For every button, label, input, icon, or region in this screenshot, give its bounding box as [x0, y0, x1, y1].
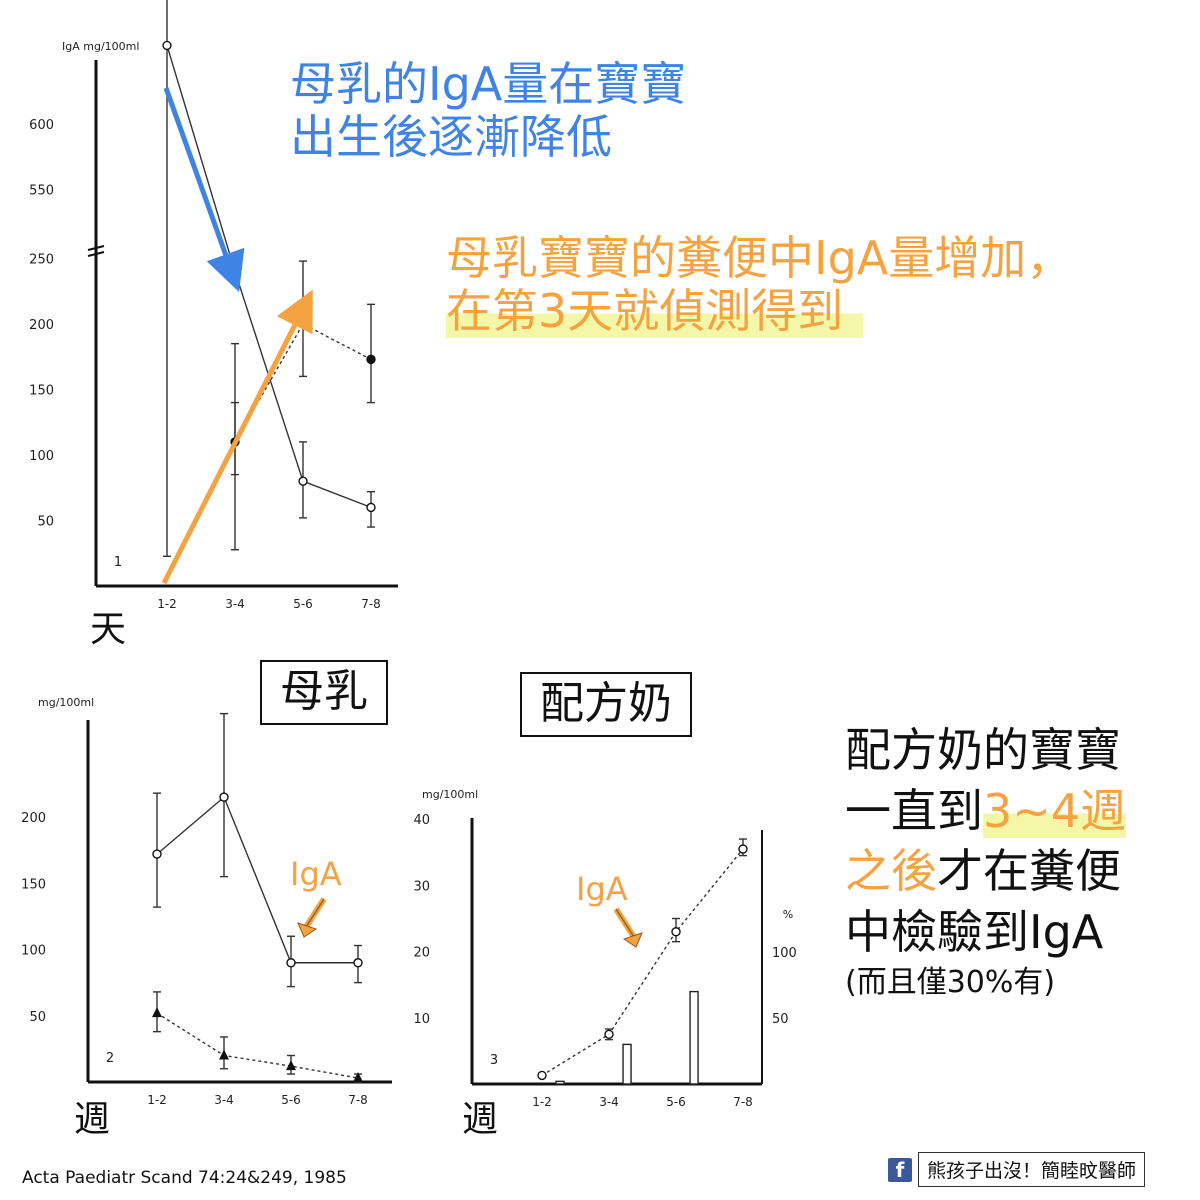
blue-annotation-line2: 出生後逐漸降低: [290, 109, 612, 164]
blue-annotation: 母乳的IgA量在寶寶 出生後逐漸降低: [290, 58, 686, 164]
x-tick-label: 5-6: [281, 1093, 301, 1107]
orange-annotation: 母乳寶寶的糞便中IgA量增加， 在第3天就偵測得到: [446, 232, 1072, 338]
breast-milk-label: 母乳: [260, 660, 388, 725]
y-axis-label: IgA mg/100ml: [62, 40, 139, 53]
y2-tick-label: 50: [772, 1012, 789, 1027]
x-tick-label: 7-8: [361, 597, 381, 611]
iga-label-left: IgA: [290, 855, 342, 893]
percent-bar: [555, 1080, 565, 1085]
x-tick-label: 3-4: [599, 1095, 619, 1109]
y-tick-label: 550: [29, 184, 54, 199]
y2-tick-label: 100: [772, 946, 797, 961]
series-line: [234, 323, 372, 443]
unit-week-right: 週: [462, 1099, 499, 1140]
data-point: [162, 40, 172, 51]
orange-annotation-line1: 母乳寶寶的糞便中IgA量增加，: [446, 231, 1073, 285]
data-point: [353, 1072, 363, 1083]
data-point: [230, 266, 240, 277]
data-point: [366, 502, 376, 513]
x-tick-label: 7-8: [348, 1093, 368, 1107]
y2-axis-label: %: [783, 908, 793, 921]
y-tick-label: 200: [29, 318, 54, 333]
y-axis-label: mg/100ml: [422, 788, 478, 801]
data-point: [286, 958, 296, 968]
chart-3: 10 20 30 40 1-2 3-4 5-6 7-8 3 mg/100ml% 50 100: [413, 788, 797, 1109]
formula-explanation-note: (而且僅30%有): [845, 964, 1056, 1000]
data-point: [286, 1060, 296, 1071]
unit-day: 天: [90, 609, 127, 650]
formula-explanation-line2-pre: 一直到: [845, 783, 983, 838]
citation: Acta Paediatr Scand 74:24&249, 1985: [22, 1168, 347, 1188]
series-line: [541, 848, 744, 1076]
x-tick-label: 3-4: [225, 597, 245, 611]
formula-explanation-line1: 配方奶的寶寶: [845, 723, 1121, 777]
formula-explanation-line2-hl: 3~4週: [983, 783, 1127, 838]
iga-pointer-left-icon: [297, 897, 327, 938]
y-tick-label: 50: [29, 1010, 46, 1025]
x-tick-label: 1-2: [532, 1095, 552, 1109]
percent-bar: [689, 990, 699, 1085]
iga-label-right: IgA: [576, 870, 628, 908]
facebook-icon: f: [888, 1157, 912, 1182]
facebook-credit[interactable]: f 熊孩子出沒！簡睦旼醫師: [888, 1152, 1146, 1187]
panel-number: 2: [106, 1051, 114, 1066]
x-tick-label: 1-2: [157, 597, 177, 611]
blue-annotation-line1: 母乳的IgA量在寶寶: [290, 57, 687, 111]
panel-number: 1: [114, 555, 122, 570]
y-tick-label: 20: [413, 946, 430, 961]
y-tick-label: 150: [29, 384, 54, 399]
facebook-page-name: 熊孩子出沒！簡睦旼醫師: [918, 1152, 1146, 1187]
data-point: [230, 437, 240, 447]
y-tick-label: 40: [413, 813, 430, 828]
axis-break: [87, 251, 105, 257]
formula-explanation-line3-hl: 之後: [845, 844, 937, 899]
y-tick-label: 600: [29, 118, 54, 133]
data-point: [353, 958, 363, 968]
x-tick-label: 3-4: [214, 1093, 234, 1107]
iga-pointer-right-icon: [613, 907, 643, 948]
data-point: [298, 476, 308, 486]
series-line: [156, 795, 358, 964]
data-point: [219, 1049, 229, 1060]
axis-break: [87, 245, 105, 251]
data-point: [152, 849, 162, 859]
y-tick-label: 10: [413, 1012, 430, 1027]
x-tick-label: 1-2: [147, 1093, 167, 1107]
y-tick-label: 30: [413, 879, 430, 894]
data-point: [366, 354, 376, 365]
panel-number: 3: [490, 1053, 498, 1068]
x-tick-label: 7-8: [733, 1095, 753, 1109]
chart-2: 50 100 150 200 1-2 3-4 5-6 7-8 2 mg/100ml: [21, 696, 392, 1107]
x-tick-label: 5-6: [666, 1095, 686, 1109]
orange-annotation-line2: 在第3天就偵測得到: [446, 283, 864, 338]
percent-bar: [622, 1043, 632, 1085]
data-point: [738, 844, 748, 854]
formula-explanation-line3-post: 才在糞便: [937, 844, 1121, 899]
y-tick-label: 250: [29, 253, 54, 268]
formula-explanation: 配方奶的寶寶 一直到3~4週 之後才在糞便 中檢驗到IgA (而且僅30%有): [845, 720, 1127, 1002]
y-tick-label: 150: [21, 877, 46, 892]
data-point: [537, 1070, 547, 1081]
unit-week-left: 週: [74, 1099, 111, 1140]
formula-label: 配方奶: [520, 672, 692, 737]
data-point: [219, 792, 229, 802]
y-tick-label: 100: [29, 449, 54, 464]
data-point: [604, 1029, 614, 1040]
y-axis-label: mg/100ml: [38, 696, 94, 709]
y-tick-label: 200: [21, 811, 46, 826]
x-tick-label: 5-6: [293, 597, 313, 611]
data-point: [152, 1007, 162, 1018]
formula-explanation-line4: 中檢驗到IgA: [845, 905, 1104, 960]
series-line: [156, 1012, 359, 1079]
data-point: [671, 927, 681, 937]
y-tick-label: 50: [37, 515, 54, 530]
data-point: [298, 319, 308, 329]
y-tick-label: 100: [21, 944, 46, 959]
